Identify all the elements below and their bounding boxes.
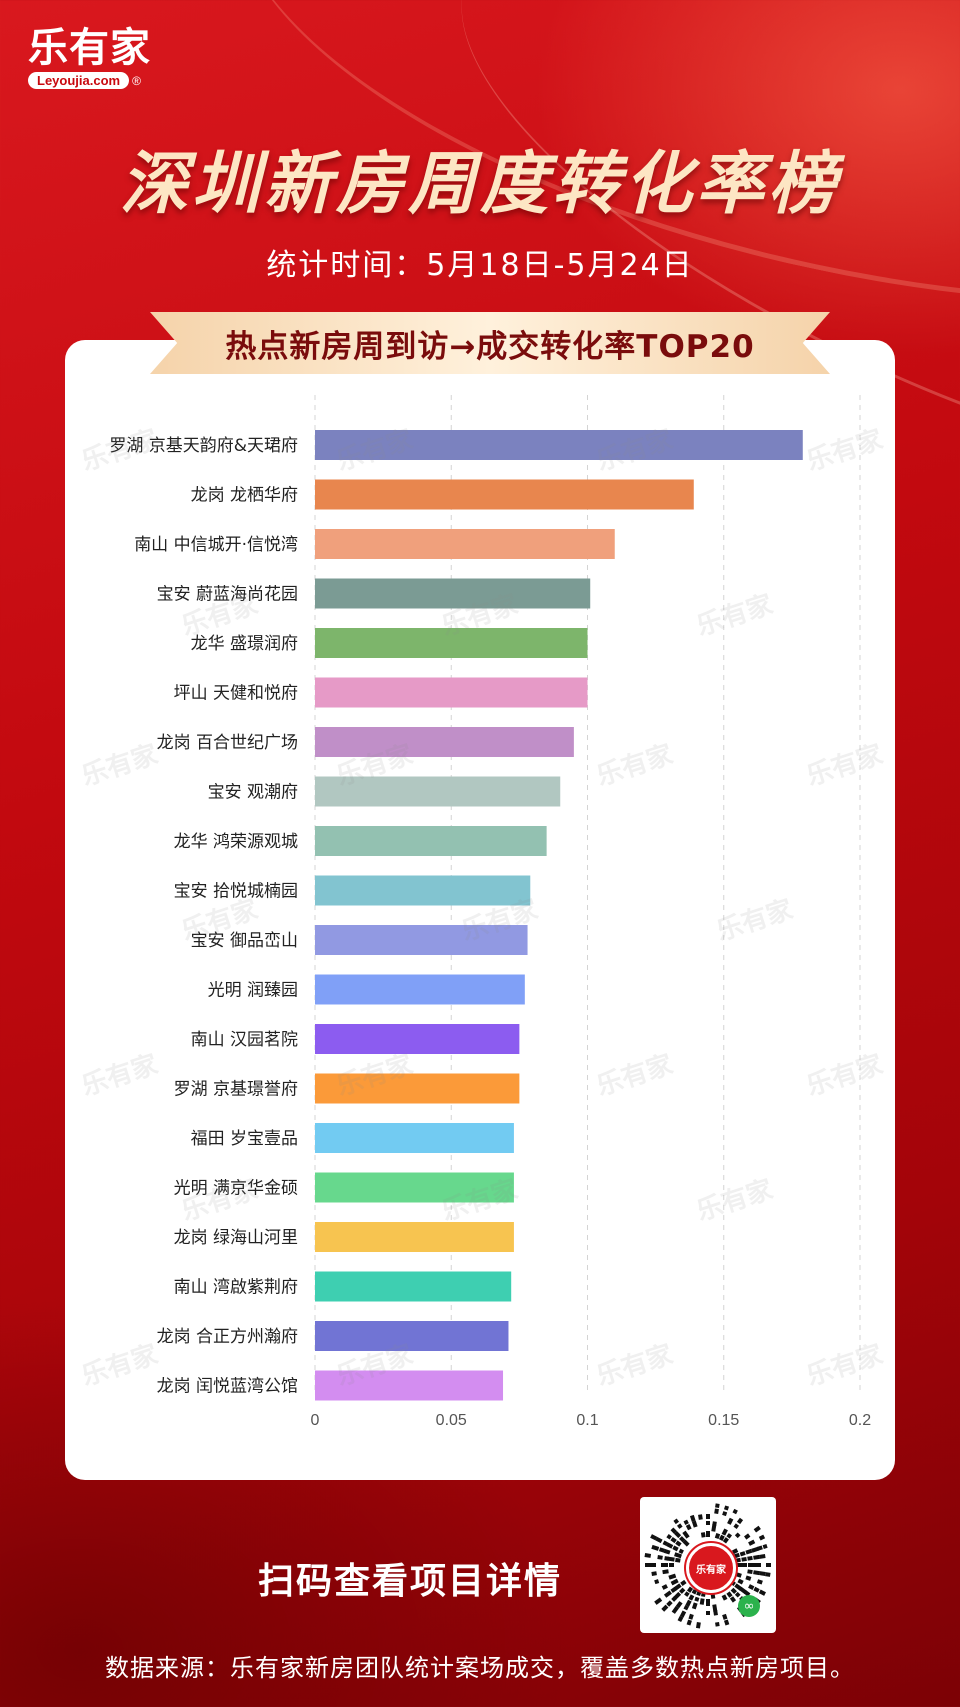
logo-text: 乐有家 bbox=[28, 25, 151, 71]
x-tick-label: 0.05 bbox=[436, 1412, 467, 1429]
x-tick-label: 0 bbox=[311, 1412, 320, 1429]
category-label: 福田 岁宝壹品 bbox=[191, 1129, 298, 1149]
qr-logo: 乐有家 bbox=[686, 1543, 736, 1593]
x-tick-label: 0.1 bbox=[576, 1412, 598, 1429]
category-label: 宝安 观潮府 bbox=[208, 783, 298, 803]
bar bbox=[315, 1024, 520, 1054]
qr-pattern bbox=[644, 1503, 771, 1629]
category-label: 光明 润臻园 bbox=[208, 981, 298, 1001]
mini-program-icon: ∞ bbox=[738, 1595, 760, 1617]
category-label: 龙华 盛璟润府 bbox=[191, 634, 298, 654]
bar bbox=[315, 1222, 514, 1252]
category-label: 坪山 天健和悦府 bbox=[174, 684, 298, 704]
bar bbox=[315, 925, 528, 955]
chart-title-ribbon: 热点新房周到访→成交转化率TOP20 bbox=[150, 312, 830, 374]
category-label: 宝安 御品峦山 bbox=[191, 931, 298, 951]
bar bbox=[315, 628, 588, 658]
bar bbox=[315, 776, 561, 807]
data-source-note: 数据来源：乐有家新房团队统计案场成交，覆盖多数热点新房项目。 bbox=[105, 1654, 855, 1682]
page-title: 深圳新房周度转化率榜 bbox=[119, 145, 840, 224]
bar bbox=[315, 430, 803, 460]
bar bbox=[315, 578, 591, 609]
bar bbox=[315, 529, 615, 559]
bar bbox=[315, 479, 694, 510]
bar bbox=[315, 974, 525, 1005]
category-label: 南山 汉园茗院 bbox=[191, 1030, 298, 1050]
qr-caption: 扫码查看项目详情 bbox=[258, 1561, 563, 1602]
bar bbox=[315, 875, 531, 906]
bar bbox=[315, 1370, 504, 1401]
x-tick-label: 0.15 bbox=[708, 1412, 739, 1429]
chart-title: 热点新房周到访→成交转化率TOP20 bbox=[225, 328, 755, 365]
brand-logo: 乐有家 Leyoujia.com ® bbox=[28, 26, 188, 89]
category-label: 龙岗 绿海山河里 bbox=[174, 1228, 298, 1248]
category-label: 龙岗 百合世纪广场 bbox=[157, 733, 298, 753]
bar bbox=[315, 1073, 520, 1104]
stat-period: 统计时间：5月18日-5月24日 bbox=[266, 248, 694, 283]
category-label: 南山 湾啟紫荆府 bbox=[174, 1278, 298, 1298]
bar bbox=[315, 1271, 512, 1302]
category-label: 宝安 蔚蓝海尚花园 bbox=[157, 585, 298, 605]
registered-mark: ® bbox=[132, 74, 141, 88]
bar bbox=[315, 1172, 514, 1203]
bar bbox=[315, 826, 547, 856]
bar bbox=[315, 1321, 509, 1351]
category-label: 罗湖 京基天韵府&天珺府 bbox=[109, 436, 298, 456]
x-tick-label: 0.2 bbox=[849, 1412, 871, 1429]
category-label: 龙岗 合正方州瀚府 bbox=[157, 1327, 298, 1347]
bar bbox=[315, 1123, 514, 1153]
category-label: 光明 满京华金硕 bbox=[174, 1179, 298, 1199]
category-label: 宝安 拾悦城楠园 bbox=[174, 882, 298, 902]
logo-sub: Leyoujia.com bbox=[28, 72, 130, 89]
category-label: 南山 中信城开·信悦湾 bbox=[134, 535, 298, 555]
category-label: 龙岗 闰悦蓝湾公馆 bbox=[157, 1377, 298, 1397]
category-label: 龙华 鸿荣源观城 bbox=[174, 832, 298, 852]
bar bbox=[315, 727, 574, 757]
category-label: 罗湖 京基璟誉府 bbox=[174, 1080, 298, 1100]
category-label: 龙岗 龙栖华府 bbox=[191, 486, 298, 506]
bar bbox=[315, 677, 588, 708]
qr-code[interactable]: 乐有家 ∞ bbox=[640, 1497, 776, 1633]
